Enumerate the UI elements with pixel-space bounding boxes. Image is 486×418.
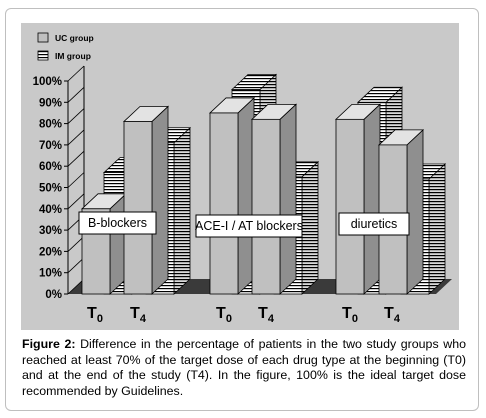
- bar-im-3-side: [301, 160, 319, 295]
- legend-label: UC group: [55, 33, 94, 43]
- y-tick-label: 40%: [39, 204, 62, 216]
- bar-uc-3-side: [279, 103, 297, 295]
- y-tick-label: 90%: [39, 97, 62, 109]
- y-tick-depth: [67, 278, 85, 295]
- y-tick-label: 70%: [39, 140, 62, 152]
- bar-uc-5: [377, 128, 425, 295]
- y-tick-label: 30%: [39, 225, 62, 237]
- x-tick-label: T0: [87, 305, 103, 325]
- bar-uc-4-front: [335, 118, 365, 295]
- y-tick-label: 60%: [39, 161, 62, 173]
- bar-uc-3-front: [251, 118, 281, 295]
- y-tick-depth: [67, 65, 85, 82]
- bar-im-1-side: [173, 126, 191, 295]
- figure-caption: Figure 2: Difference in the percentage o…: [22, 337, 466, 399]
- bar-uc-1-side: [151, 105, 169, 295]
- legend-swatch: [37, 32, 49, 43]
- legend-swatch: [37, 50, 49, 61]
- y-tick-depth: [67, 193, 85, 210]
- bar-uc-2: [208, 97, 256, 295]
- legend-label: IM group: [55, 51, 91, 61]
- x-tick-label: T0: [342, 305, 358, 325]
- bar-uc-4: [334, 103, 382, 295]
- bar-uc-3: [250, 103, 298, 295]
- y-tick-label: 100%: [33, 76, 62, 88]
- y-tick-depth: [67, 108, 85, 124]
- y-tick-depth: [67, 150, 85, 167]
- y-tick-depth: [67, 257, 85, 273]
- group-label-box: [195, 214, 303, 238]
- y-tick-depth: [67, 236, 85, 252]
- y-tick-depth: [67, 87, 85, 103]
- group-label-box: [78, 211, 157, 235]
- group-label: ACE-I / AT blockers: [195, 219, 303, 233]
- x-tick-label: T4: [384, 305, 401, 325]
- group-label: diuretics: [351, 217, 398, 231]
- y-tick-depth: [67, 129, 85, 146]
- bar-uc-0-side: [109, 192, 127, 295]
- bar-im-5-side: [428, 163, 446, 295]
- y-tick-label: 10%: [39, 268, 62, 280]
- y-tick-label: 50%: [39, 183, 62, 195]
- bar-uc-1: [122, 105, 170, 295]
- caption-label: Figure 2:: [22, 337, 76, 351]
- bar-uc-5-side: [406, 128, 424, 295]
- y-tick-label: 0%: [45, 289, 62, 301]
- x-tick-label: T0: [216, 305, 232, 325]
- x-tick-label: T4: [130, 305, 147, 325]
- bar-uc-2-front: [209, 112, 239, 295]
- bar-uc-0: [80, 192, 128, 295]
- bar-uc-1-front: [123, 121, 153, 295]
- group-label-box: [338, 212, 410, 236]
- x-tick-label: T4: [258, 305, 275, 325]
- group-label: B-blockers: [88, 216, 147, 230]
- legend: UC group IM group: [37, 32, 94, 61]
- y-tick-label: 20%: [39, 246, 62, 258]
- caption-text: Difference in the percentage of patients…: [22, 337, 466, 398]
- bar-uc-4-side: [363, 103, 381, 295]
- y-tick-label: 80%: [39, 119, 62, 131]
- y-tick-depth: [67, 172, 85, 188]
